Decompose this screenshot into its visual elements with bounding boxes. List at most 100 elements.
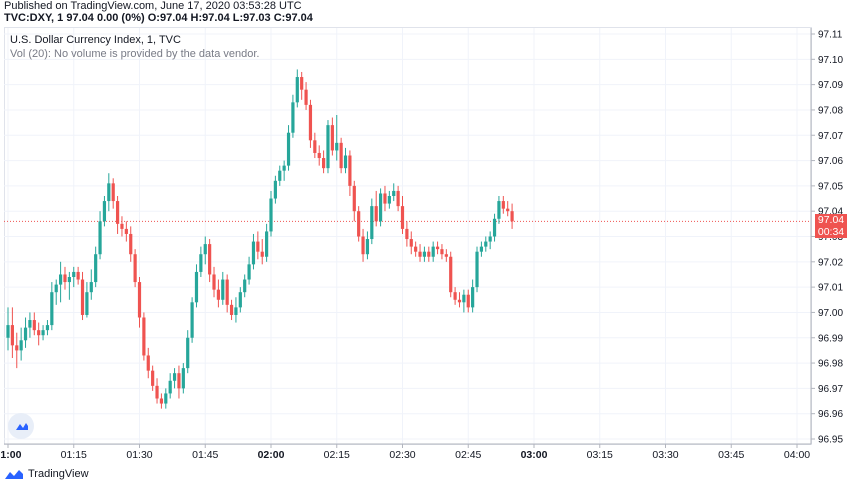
candle-body <box>282 165 286 171</box>
y-tick-label: 96.96 <box>818 409 843 420</box>
candle-body <box>229 304 234 315</box>
chart-title: U.S. Dollar Currency Index, 1, TVC <box>10 34 181 46</box>
candle-body <box>216 289 220 300</box>
candle-body <box>124 228 128 234</box>
candle-body <box>269 198 273 232</box>
candle-body <box>378 193 383 222</box>
y-tick-label: 97.01 <box>818 283 843 294</box>
x-tick-label: 03:00 <box>521 449 548 461</box>
candle-body <box>238 292 242 308</box>
candle-body <box>278 170 282 181</box>
candle-body <box>466 294 470 308</box>
candle-body <box>181 368 185 389</box>
candle-body <box>221 279 225 300</box>
x-tick-label: 02:15 <box>324 449 350 461</box>
candle-body <box>510 211 514 222</box>
candle-body <box>435 246 440 250</box>
y-tick-label: 97.00 <box>818 308 843 319</box>
candle-body <box>392 190 396 196</box>
candle-body <box>159 398 164 404</box>
cloud-icon <box>16 423 28 430</box>
candle-body <box>251 241 256 265</box>
y-tick-label: 96.99 <box>818 333 843 344</box>
low-value: 97.03 <box>243 12 271 24</box>
candle-countdown-tag: 00:34 <box>815 226 847 239</box>
candle-body <box>322 158 326 169</box>
x-tick-label: 01:45 <box>192 449 218 461</box>
candle-body <box>76 271 80 280</box>
candle-body <box>335 142 339 151</box>
y-tick-label: 96.95 <box>818 435 843 446</box>
candle-body <box>427 251 431 257</box>
candle-body <box>501 201 505 209</box>
y-tick-label: 97.08 <box>818 105 843 116</box>
candle-body <box>85 292 89 315</box>
candle-body <box>444 254 448 257</box>
candle-body <box>63 274 67 283</box>
candle-body <box>50 292 54 326</box>
candle-body <box>203 244 207 255</box>
candle-body <box>475 251 479 288</box>
tradingview-logo-badge[interactable] <box>8 413 34 439</box>
candle-body <box>37 330 41 336</box>
candle-body <box>506 208 510 212</box>
candle-body <box>330 125 334 151</box>
candle-body <box>440 249 444 255</box>
low-label: L: <box>232 12 244 24</box>
candle-body <box>6 325 10 338</box>
symbol-ohlc-line: TVC:DXY, 1 97.04 0.00 (0%) O:97.04 H:97.… <box>4 12 313 24</box>
candle-body <box>449 256 453 293</box>
candle-body <box>115 201 120 224</box>
y-tick-label: 97.11 <box>818 30 843 41</box>
candle-body <box>133 254 137 283</box>
candle-body <box>54 284 58 293</box>
candle-body <box>80 279 85 315</box>
candle-body <box>422 251 427 257</box>
candle-body <box>111 183 115 202</box>
candle-body <box>59 274 63 285</box>
candle-body <box>365 239 370 255</box>
candle-body <box>497 201 501 219</box>
candle-body <box>208 244 212 275</box>
candle-body <box>146 355 150 371</box>
symbol-label: TVC:DXY, 1 <box>4 12 64 24</box>
candle-body <box>488 236 492 242</box>
candle-body <box>45 325 50 331</box>
last-price-tag: 97.04 <box>815 214 847 227</box>
candle-body <box>492 218 497 237</box>
candle-body <box>326 125 330 169</box>
candle-body <box>72 271 76 277</box>
x-tick-label: 02:30 <box>389 449 415 461</box>
candle-body <box>418 251 422 257</box>
candle-body <box>164 393 168 404</box>
candle-body <box>383 193 387 204</box>
candle-body <box>370 206 374 240</box>
close-value: 97.04 <box>285 12 313 24</box>
x-tick-label: 03:15 <box>587 449 613 461</box>
candle-body <box>265 231 269 257</box>
candle-body <box>348 155 352 186</box>
candle-body <box>142 317 146 356</box>
candle-body <box>291 102 295 133</box>
candle-body <box>484 241 488 247</box>
candle-body <box>41 330 45 336</box>
candle-body <box>19 340 23 351</box>
published-header: Published on TradingView.com, June 17, 2… <box>4 0 313 24</box>
published-info: Published on TradingView.com, June 17, 2… <box>4 0 302 12</box>
candle-body <box>212 274 216 290</box>
change-value: 0.00 (0%) <box>96 12 145 24</box>
candle-body <box>300 77 304 90</box>
candle-body <box>343 155 348 169</box>
x-tick-label: 02:00 <box>258 449 285 461</box>
candle-body <box>194 271 199 303</box>
high-value: 97.04 <box>202 12 230 24</box>
x-tick-label: 01:15 <box>61 449 87 461</box>
candle-body <box>107 183 111 202</box>
candle-body <box>137 282 142 318</box>
candle-body <box>405 228 409 240</box>
x-tick-label: 01:30 <box>126 449 152 461</box>
candle-body <box>190 302 194 338</box>
y-tick-label: 97.02 <box>818 257 843 268</box>
candle-body <box>98 221 102 255</box>
